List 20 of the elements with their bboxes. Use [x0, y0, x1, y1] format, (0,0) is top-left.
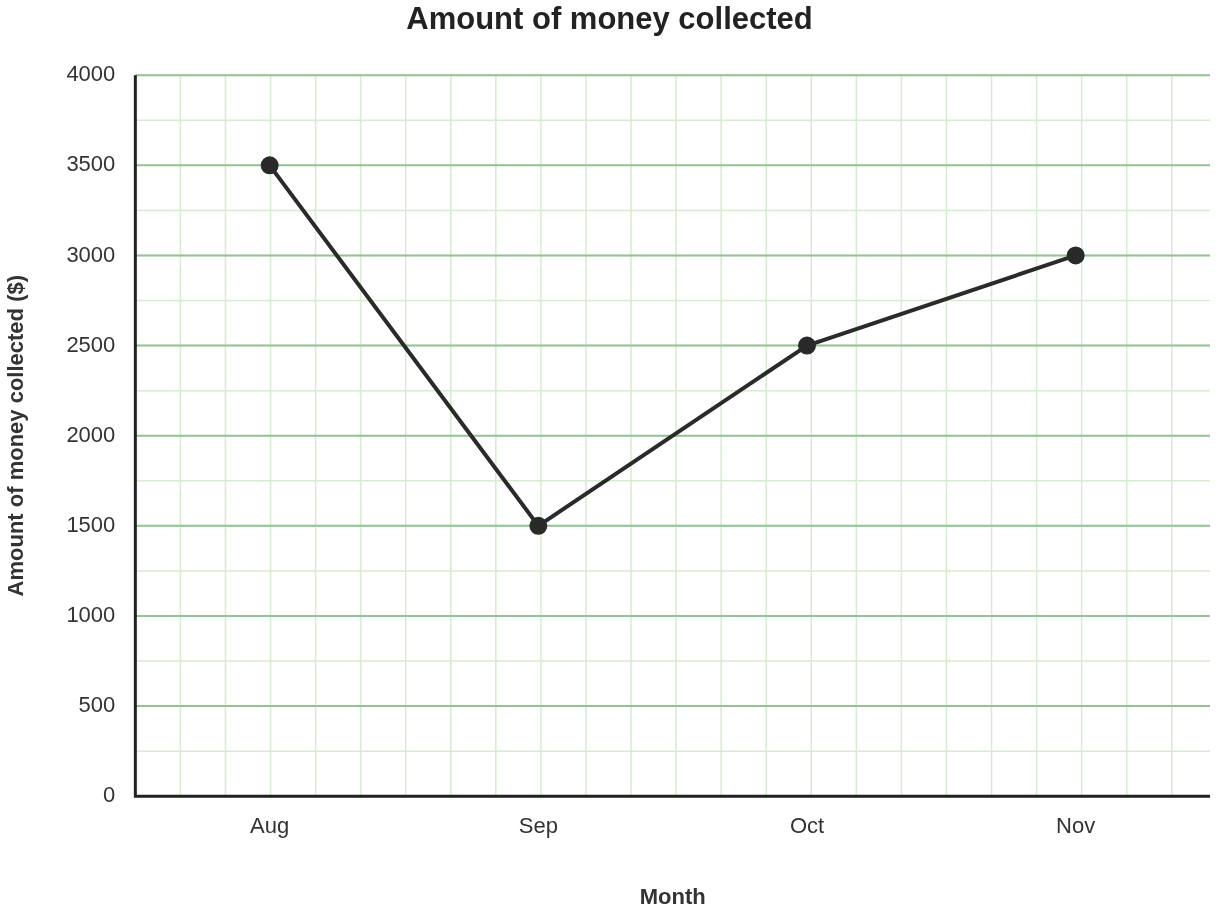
- x-axis-title: Month: [639, 883, 706, 909]
- chart-title: Amount of money collected: [406, 1, 813, 37]
- point: [798, 336, 816, 355]
- y-tick-label: 1000: [66, 602, 116, 628]
- point: [529, 516, 548, 535]
- y-tick-label: 3000: [66, 241, 116, 267]
- y-tick-label: 500: [78, 692, 116, 718]
- point: [260, 156, 279, 175]
- x-tick-label: Sep: [518, 813, 558, 839]
- y-tick-label: 1500: [66, 511, 116, 537]
- y-tick-label: 3500: [66, 151, 116, 177]
- y-tick-label: 2500: [66, 331, 116, 357]
- y-tick-label: 0: [103, 782, 116, 808]
- point: [1066, 246, 1085, 265]
- x-tick-label: Oct: [789, 813, 825, 839]
- y-axis-title: Amount of money collected ($): [3, 274, 29, 597]
- y-tick-label: 4000: [66, 61, 116, 87]
- y-tick-label: 2000: [66, 421, 116, 447]
- x-tick-label: Nov: [1056, 813, 1096, 839]
- x-tick-label: Aug: [250, 813, 290, 839]
